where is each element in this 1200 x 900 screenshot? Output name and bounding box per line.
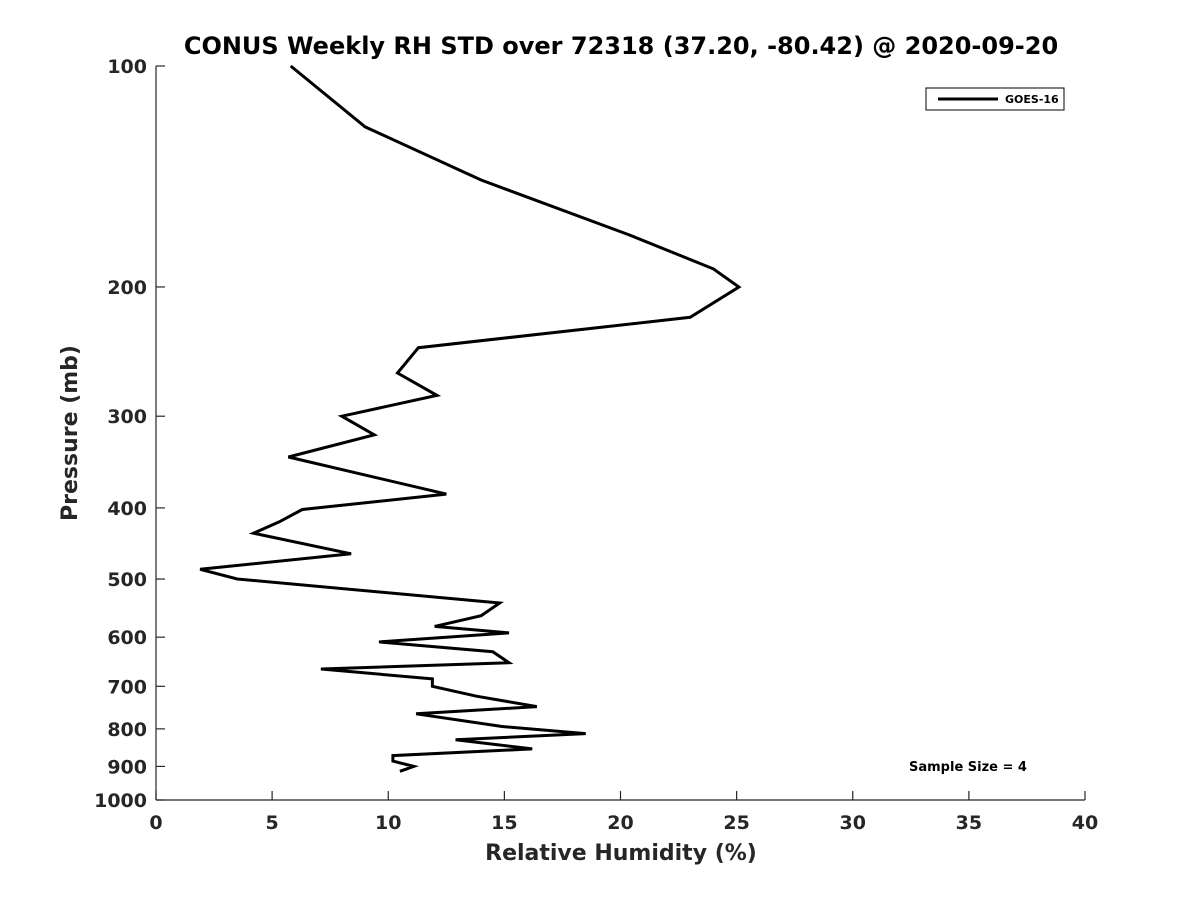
y-tick-label: 700 [107,676,147,698]
y-tick-label: 100 [107,56,147,78]
y-tick-label: 200 [107,277,147,299]
y-tick-label: 900 [107,756,147,778]
legend: GOES-16 [925,87,1065,111]
x-tick-label: 30 [840,812,866,834]
x-axis-label: Relative Humidity (%) [485,841,757,866]
y-tick-label: 800 [107,719,147,741]
y-tick-label: 600 [107,627,147,649]
x-axis-ticks: 0 5 10 15 20 25 30 35 40 [149,791,1098,834]
series-layer [199,64,742,773]
y-tick-label: 500 [107,569,147,591]
x-tick-label: 10 [375,812,401,834]
chart-title: CONUS Weekly RH STD over 72318 (37.20, -… [184,32,1058,60]
sample-size-annotation: Sample Size = 4 [909,760,1027,775]
y-tick-label: 400 [107,498,147,520]
y-tick-label: 1000 [94,790,147,812]
series-line-goes-16 [199,64,742,773]
x-tick-label: 20 [607,812,633,834]
legend-label-goes-16: GOES-16 [1005,93,1059,106]
x-tick-label: 35 [956,812,982,834]
y-axis-ticks: 100 200 300 400 500 600 700 800 900 1000 [94,56,165,812]
y-tick-label: 300 [107,406,147,428]
x-tick-label: 15 [491,812,517,834]
x-tick-label: 0 [149,812,162,834]
x-tick-label: 5 [266,812,279,834]
y-axis-label: Pressure (mb) [58,345,83,521]
x-tick-label: 25 [723,812,749,834]
plot-axes [155,66,1085,801]
x-tick-label: 40 [1072,812,1098,834]
